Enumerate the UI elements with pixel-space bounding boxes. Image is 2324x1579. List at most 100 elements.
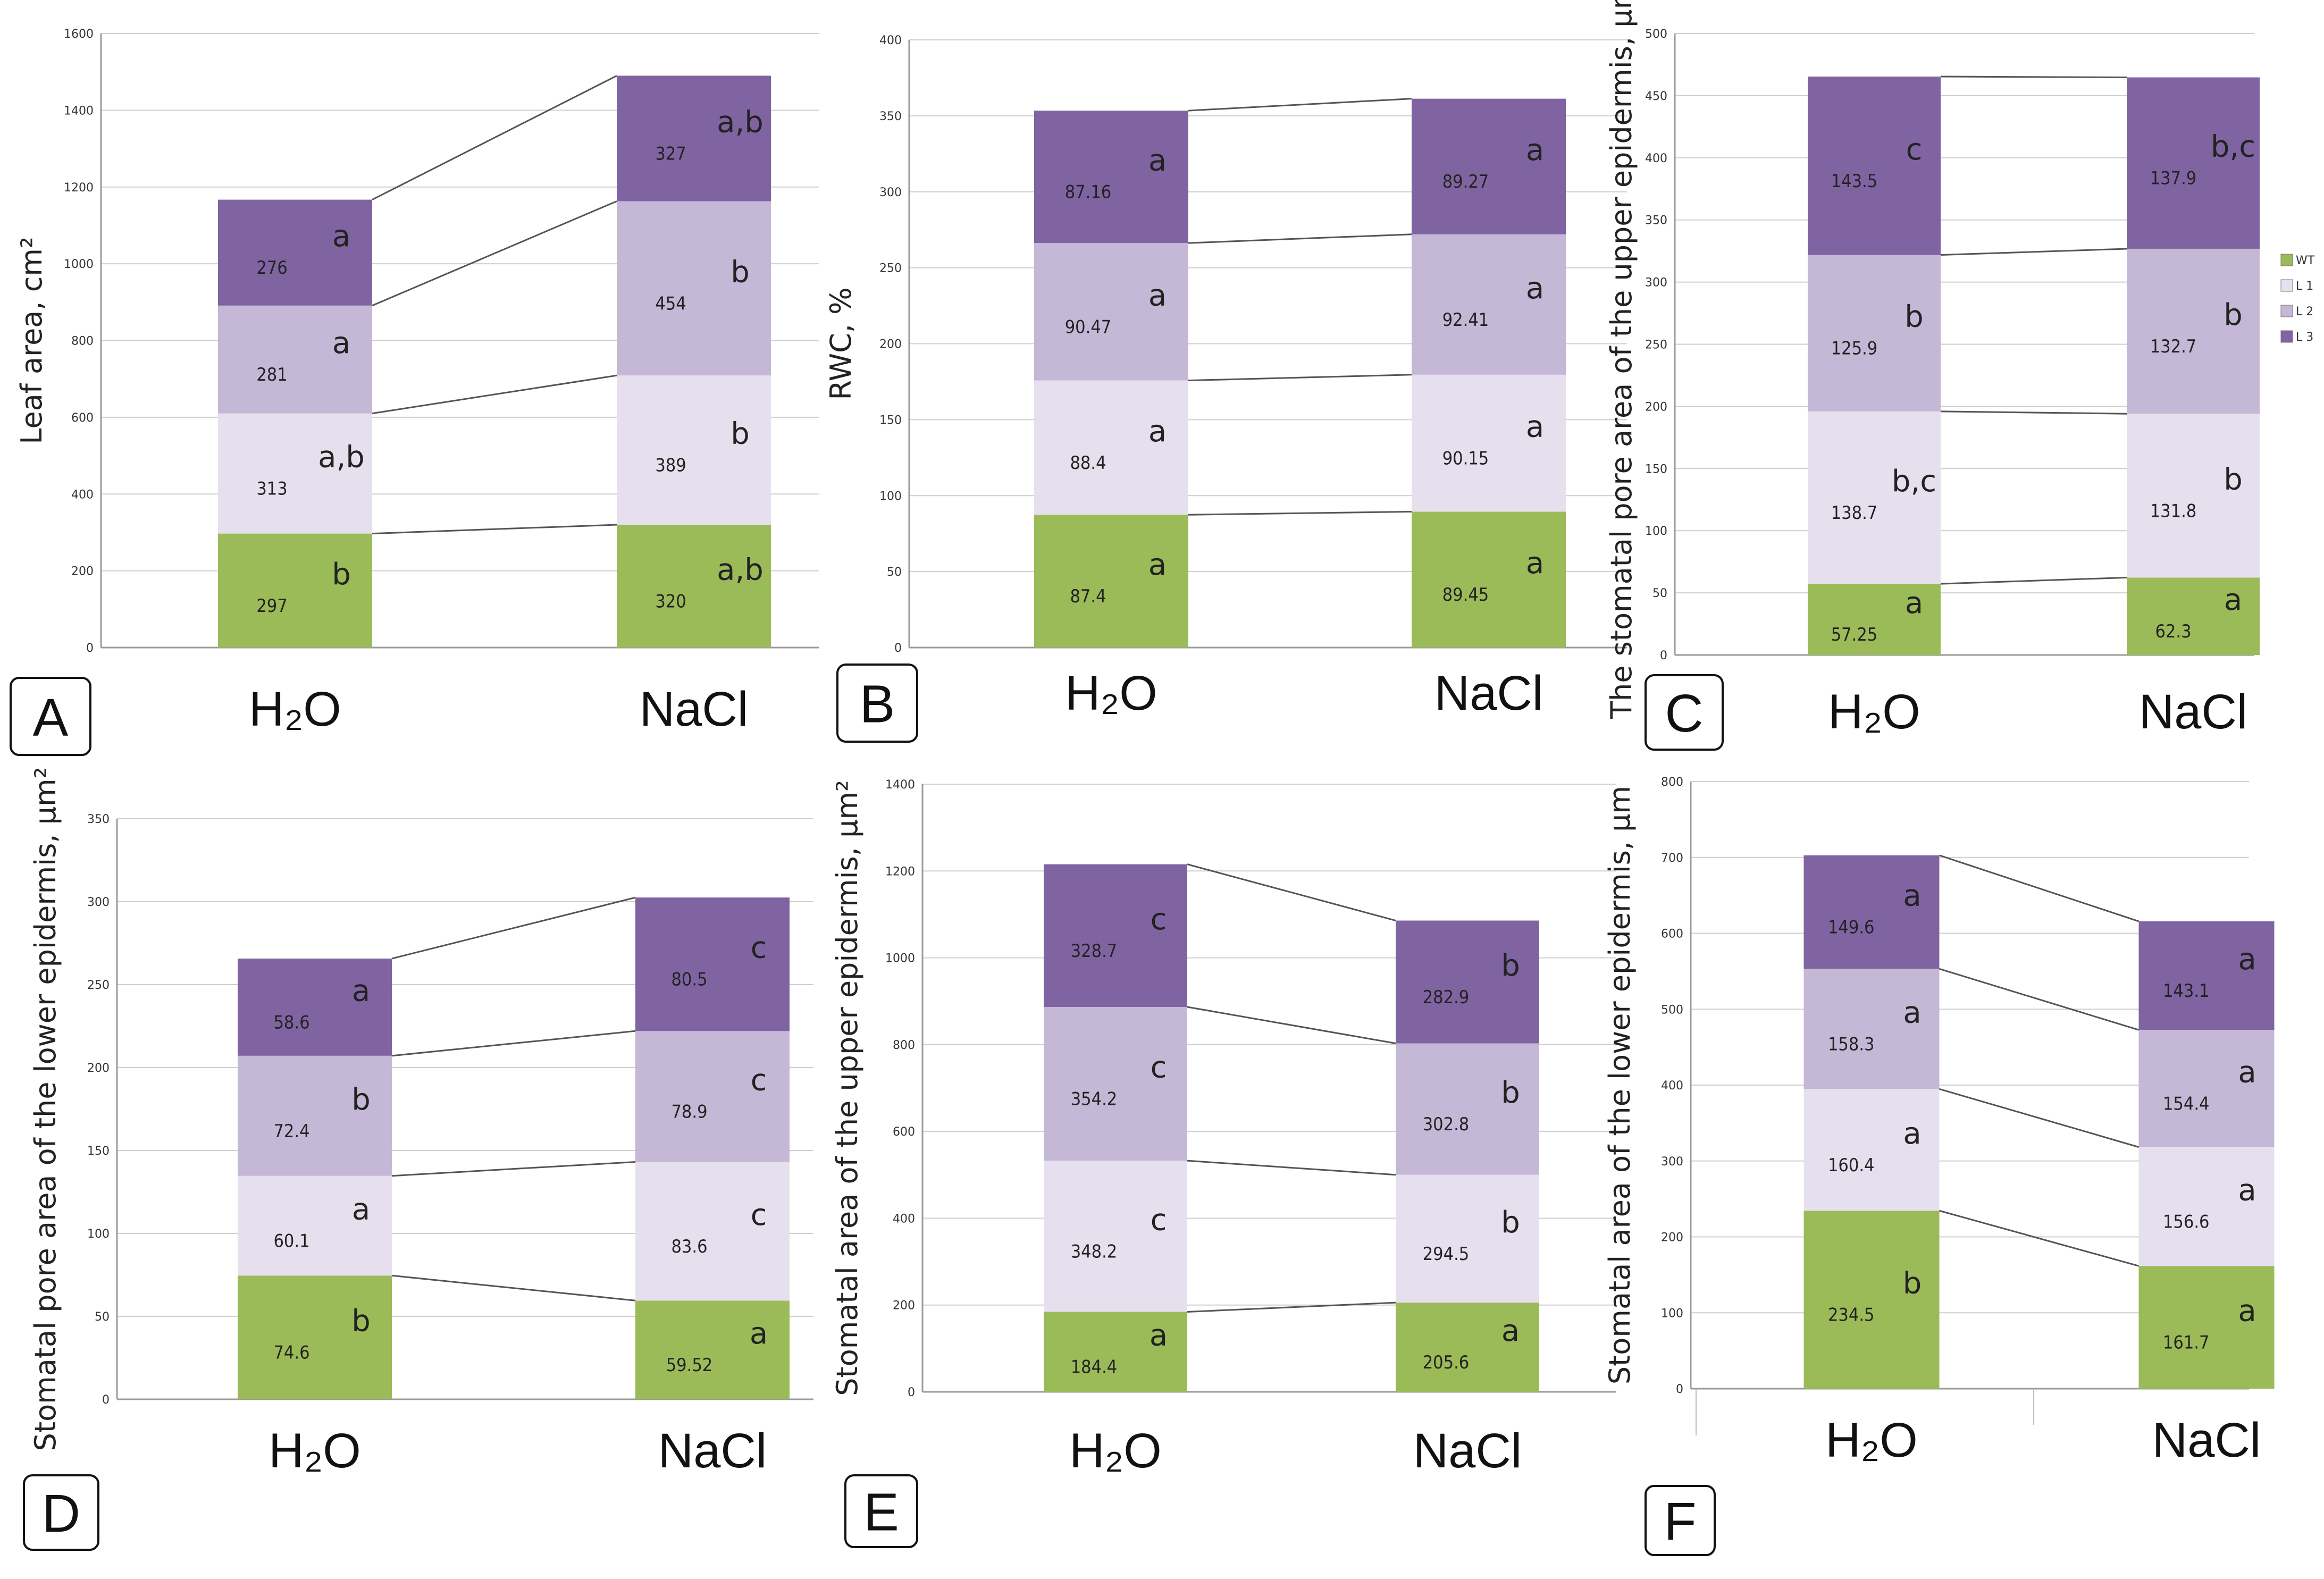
significance-letter: b bbox=[731, 255, 750, 289]
bar-segment-l3 bbox=[1044, 864, 1187, 1007]
bar-segment-l3 bbox=[617, 75, 771, 201]
data-label: 131.8 bbox=[2150, 500, 2197, 522]
x-category-label: H₂O bbox=[1828, 685, 1920, 739]
significance-letter: a bbox=[2238, 1055, 2256, 1089]
significance-letter: a bbox=[1148, 414, 1167, 449]
y-tick-label: 150 bbox=[1645, 463, 1667, 476]
data-label: 125.9 bbox=[1831, 338, 1878, 359]
significance-letter: a,b bbox=[717, 553, 764, 587]
chart-panel-a: 0 200 400 600 800 1000 1200 1400 1600 297 b 313 a,b 2… bbox=[10, 28, 819, 756]
y-tick-label: 0 bbox=[86, 642, 94, 655]
bar-segment-wt bbox=[1396, 1303, 1539, 1392]
panel-letter-box bbox=[10, 677, 91, 756]
connector-line bbox=[372, 374, 617, 415]
significance-letter: b bbox=[2224, 298, 2243, 332]
data-label: 154.4 bbox=[2163, 1093, 2210, 1114]
connector-line bbox=[1188, 374, 1412, 382]
significance-letter: b bbox=[351, 1082, 371, 1117]
bar-segment-l1 bbox=[2138, 1147, 2275, 1266]
significance-letter: b bbox=[1501, 1205, 1520, 1240]
x-category-label: H₂O bbox=[269, 1424, 361, 1478]
data-label: 184.4 bbox=[1071, 1357, 1118, 1378]
significance-letter: a bbox=[1148, 278, 1167, 313]
bar-segment-l1 bbox=[2127, 414, 2260, 578]
bar-segment-l2 bbox=[218, 305, 372, 414]
legend-swatch bbox=[2280, 254, 2293, 266]
significance-letter: a bbox=[2224, 583, 2242, 617]
connector-line bbox=[1940, 75, 2127, 79]
data-label: 88.4 bbox=[1070, 452, 1106, 474]
panel-letter-box bbox=[1645, 1485, 1716, 1556]
significance-letter: c bbox=[751, 1063, 767, 1097]
bar-segment-l1 bbox=[1034, 380, 1188, 515]
bar-segment-l2 bbox=[617, 201, 771, 376]
significance-letter: b bbox=[1903, 1266, 1922, 1301]
bar-segment-wt bbox=[2138, 1266, 2275, 1389]
y-tick-label: 300 bbox=[1661, 1155, 1683, 1169]
bar-segment-l1 bbox=[1808, 411, 1941, 584]
x-category-label: NaCl bbox=[2139, 685, 2247, 739]
y-tick-label: 50 bbox=[887, 566, 902, 579]
significance-letter: b bbox=[2224, 462, 2243, 497]
bar-segment-l1 bbox=[1396, 1174, 1539, 1303]
bar-segment-l2 bbox=[1412, 234, 1566, 375]
connector-line bbox=[1939, 854, 2139, 922]
y-tick-label: 1400 bbox=[64, 104, 94, 117]
data-label: 297 bbox=[256, 595, 287, 617]
panel-letter: E bbox=[863, 1483, 899, 1542]
significance-letter: a bbox=[352, 973, 370, 1008]
legend: WT L 1 L 2 L 3 bbox=[2280, 254, 2315, 344]
y-tick-label: 1200 bbox=[885, 865, 915, 878]
connector-line bbox=[372, 75, 617, 200]
chart-panel-f: 0 100 200 300 400 500 600 700 800 234.5 b 160.4 a 158… bbox=[1603, 776, 2275, 1556]
significance-letter: a bbox=[2238, 1173, 2256, 1207]
data-label: 89.45 bbox=[1442, 584, 1489, 606]
bar-segment-l1 bbox=[1412, 374, 1566, 512]
connector-line bbox=[391, 1030, 636, 1057]
bar-segment-l2 bbox=[2138, 1030, 2275, 1147]
connector-line bbox=[391, 896, 636, 960]
y-tick-label: 200 bbox=[879, 338, 902, 351]
significance-letter: a bbox=[1526, 133, 1544, 167]
y-tick-label: 600 bbox=[71, 411, 94, 425]
bar-segment-wt bbox=[1034, 515, 1188, 648]
data-label: 59.52 bbox=[666, 1355, 713, 1376]
bar-segment-wt bbox=[1412, 511, 1566, 648]
y-tick-label: 600 bbox=[893, 1126, 915, 1139]
x-category-label: NaCl bbox=[640, 682, 748, 736]
bar-segment-l3 bbox=[1396, 920, 1539, 1044]
y-tick-label: 200 bbox=[1661, 1231, 1683, 1245]
significance-letter: b bbox=[1501, 948, 1520, 983]
connector-line bbox=[391, 1161, 636, 1177]
bar-segment-wt bbox=[218, 533, 372, 648]
panel-letter: C bbox=[1665, 684, 1703, 743]
panel-letter-box bbox=[1645, 674, 1724, 751]
bar-segment-l3 bbox=[635, 897, 790, 1031]
significance-letter: a bbox=[1903, 995, 1921, 1030]
connector-line bbox=[1939, 968, 2139, 1031]
chart-panel-e: 0 200 400 600 800 1000 1200 1400 184.4 a 348.2 c 354… bbox=[830, 778, 1616, 1548]
data-label: 281 bbox=[256, 364, 287, 385]
connector-line bbox=[1187, 863, 1396, 921]
bar-segment-l1 bbox=[1044, 1161, 1187, 1312]
panel-letter: F bbox=[1664, 1492, 1696, 1551]
y-tick-label: 200 bbox=[71, 565, 94, 578]
y-axis-label: Stomatal pore area of the lower epidermi… bbox=[29, 767, 62, 1451]
chart-panel-d: 0 50 100 150 200 250 300 350 74.6 b 60.1 a 72.4 b 58.6… bbox=[23, 767, 813, 1551]
data-label: 137.9 bbox=[2150, 168, 2197, 189]
connector-line bbox=[1187, 1006, 1396, 1044]
connector-line bbox=[391, 1274, 636, 1301]
y-tick-label: 250 bbox=[87, 979, 110, 992]
y-tick-label: 400 bbox=[1661, 1079, 1683, 1093]
y-tick-label: 600 bbox=[1661, 928, 1683, 941]
y-tick-label: 350 bbox=[87, 813, 110, 826]
panel-letter: A bbox=[33, 688, 69, 747]
significance-letter: a bbox=[1501, 1314, 1520, 1348]
y-tick-label: 50 bbox=[1652, 587, 1667, 600]
data-label: 87.16 bbox=[1065, 182, 1112, 203]
data-label: 282.9 bbox=[1423, 987, 1470, 1008]
y-tick-label: 1400 bbox=[885, 778, 915, 792]
y-tick-label: 100 bbox=[1645, 525, 1667, 538]
x-category-label: NaCl bbox=[1413, 1424, 1522, 1478]
